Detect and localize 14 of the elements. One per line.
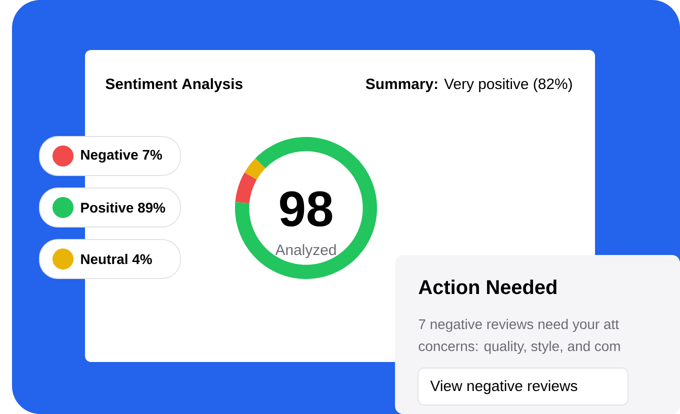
data-label: 7%	[142, 150, 162, 160]
data-label: 4%	[132, 254, 152, 264]
text: Summary: Very positive (82%)	[366, 78, 572, 92]
text: Analyzed	[275, 244, 336, 258]
text: concerns: quality, style, and com	[418, 340, 620, 354]
text: View negative reviews	[430, 380, 578, 394]
chart-title: Sentiment Analysis	[106, 78, 242, 92]
legend-label: Positive	[81, 202, 134, 213]
text: Action Needed	[418, 280, 556, 294]
text: 7 negative reviews need your att	[418, 318, 619, 332]
data-label: 89%	[138, 202, 166, 213]
legend-label: Negative	[81, 149, 138, 163]
legend-label: Neutral	[81, 254, 128, 264]
text: 98	[280, 191, 332, 226]
